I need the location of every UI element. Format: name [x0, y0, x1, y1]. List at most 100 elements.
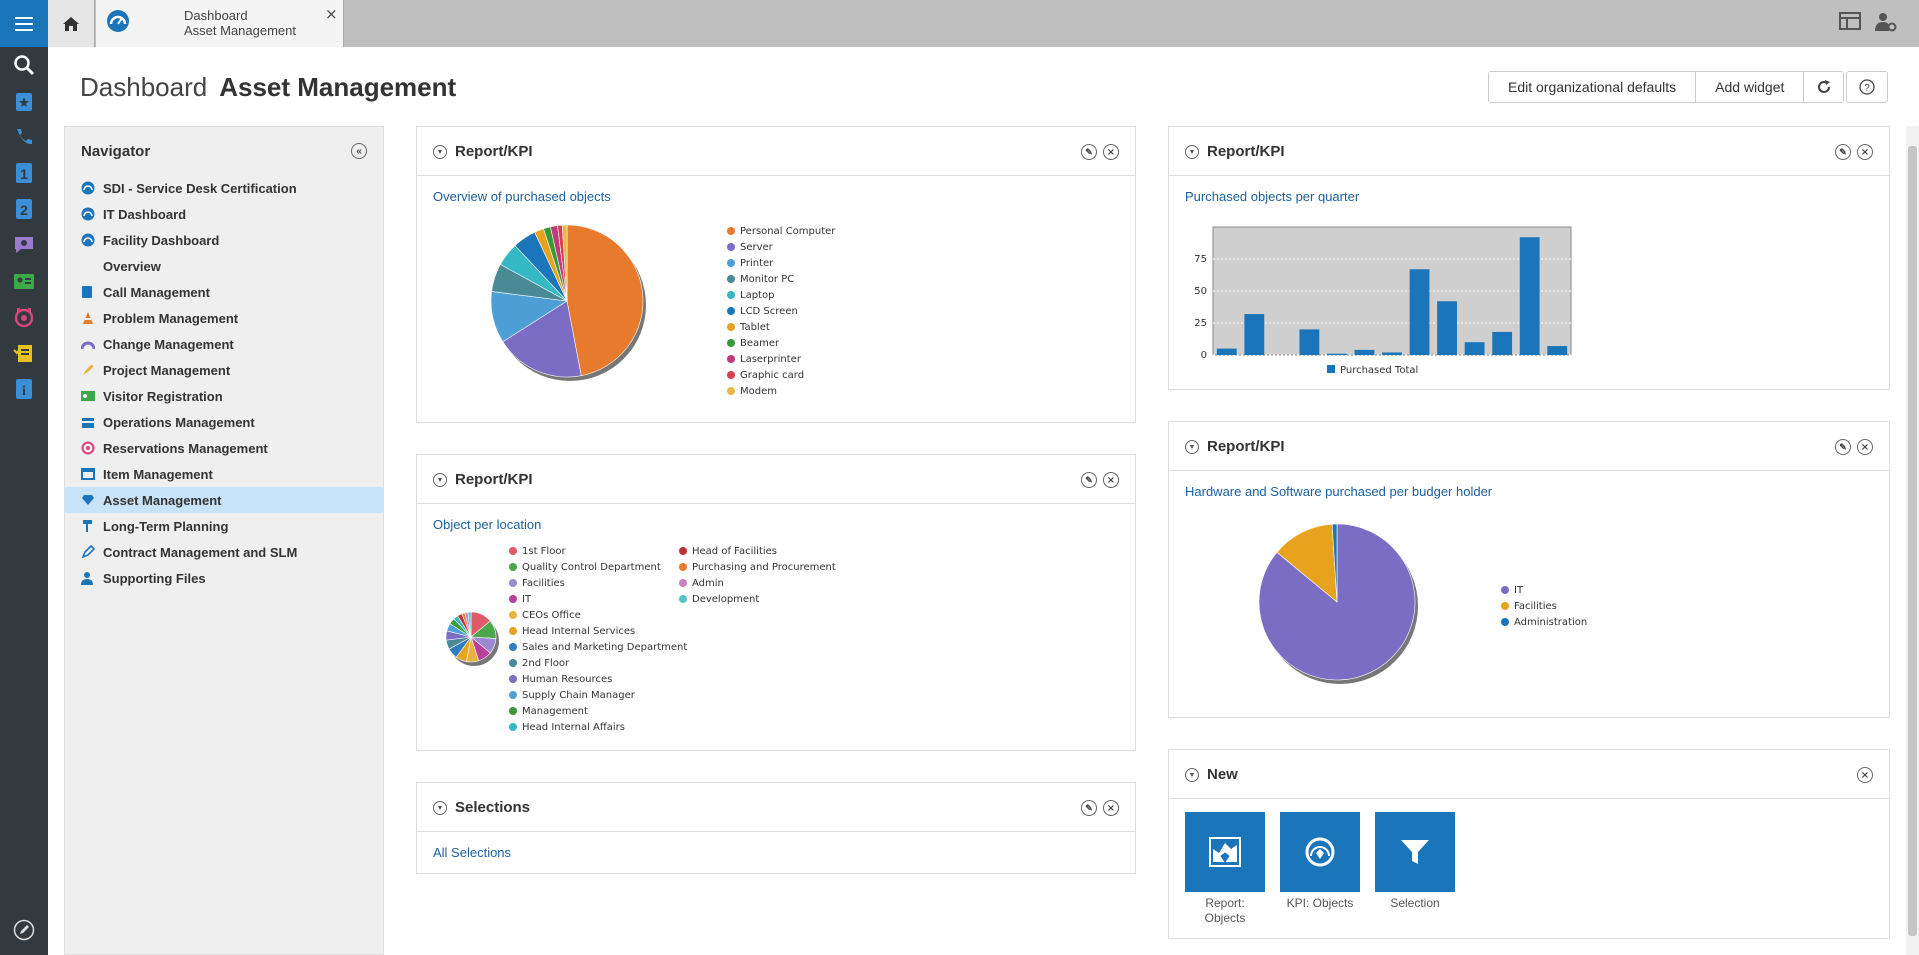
close-widget-icon[interactable]: ×	[1103, 472, 1119, 488]
info-icon[interactable]: i	[0, 371, 48, 407]
first-line-icon[interactable]: 1	[0, 155, 48, 191]
legend-label: Purchased Total	[1340, 365, 1418, 376]
edit-widget-icon[interactable]: ✎	[1835, 439, 1851, 455]
sidebar-item-asset-management[interactable]: Asset Management	[65, 487, 383, 513]
legend-label: 1st Floor	[522, 545, 566, 557]
phone-icon[interactable]	[0, 119, 48, 155]
legend-marker	[509, 563, 517, 571]
self-service-icon[interactable]	[0, 227, 48, 263]
help-button[interactable]: ?	[1846, 71, 1888, 103]
reservation-icon[interactable]	[0, 299, 48, 335]
close-widget-icon[interactable]: ×	[1857, 767, 1873, 783]
legend-label: Management	[522, 705, 588, 717]
sidebar-item-operations-management[interactable]: Operations Management	[65, 409, 383, 435]
legend-marker	[727, 387, 735, 395]
user-settings-icon[interactable]	[1875, 12, 1897, 37]
menu-icon[interactable]	[0, 0, 48, 47]
new-report-objects-tile[interactable]: Report: Objects	[1185, 812, 1265, 926]
sidebar-item-problem-management[interactable]: Problem Management	[65, 305, 383, 331]
close-widget-icon[interactable]: ×	[1103, 800, 1119, 816]
search-icon[interactable]	[0, 47, 48, 83]
legend-label: 2nd Floor	[522, 657, 570, 669]
sidebar-item-it-dashboard[interactable]: IT Dashboard	[65, 201, 383, 227]
legend-marker	[727, 275, 735, 283]
add-widget-button[interactable]: Add widget	[1696, 72, 1805, 102]
sidebar-item-call-management[interactable]: Call Management	[65, 279, 383, 305]
edit-defaults-button[interactable]: Edit organizational defaults	[1489, 72, 1697, 102]
bar-chart: 0 25 50 75 Purchased Total	[1194, 226, 1572, 376]
legend-label: CEOs Office	[522, 609, 581, 621]
second-line-icon[interactable]: 2	[0, 191, 48, 227]
legend-marker	[1501, 602, 1509, 610]
edit-widget-icon[interactable]: ✎	[1081, 144, 1097, 160]
sidebar-item-label: Contract Management and SLM	[103, 544, 298, 560]
sidebar-item-overview[interactable]: Overview	[65, 253, 383, 279]
edit-widget-icon[interactable]: ✎	[1081, 472, 1097, 488]
sidebar-item-reservations-management[interactable]: Reservations Management	[65, 435, 383, 461]
sidebar-item-label: Asset Management	[103, 492, 222, 508]
legend-marker	[509, 643, 517, 651]
sidebar-item-facility-dashboard[interactable]: Facility Dashboard	[65, 227, 383, 253]
widget-title: Report/KPI	[455, 142, 533, 160]
legend-item: Management	[509, 703, 687, 719]
legend-label: Facilities	[522, 577, 565, 589]
visitor-icon[interactable]	[0, 263, 48, 299]
collapse-widget-icon[interactable]: ▼	[433, 473, 447, 487]
collapse-widget-icon[interactable]: ▼	[1185, 768, 1199, 782]
sidebar-item-contract-management-and-slm[interactable]: Contract Management and SLM	[65, 539, 383, 565]
legend-item: Head of Facilities	[679, 543, 836, 559]
sidebar-item-item-management[interactable]: Item Management	[65, 461, 383, 487]
tab-title-line1: Dashboard	[184, 8, 248, 23]
edit-widget-icon[interactable]: ✎	[1081, 800, 1097, 816]
all-selections-link[interactable]: All Selections	[433, 845, 512, 860]
bar-6	[1354, 349, 1375, 355]
tab-close-button[interactable]: ×	[325, 5, 338, 23]
collapse-widget-icon[interactable]: ▼	[1185, 440, 1199, 454]
sidebar-item-label: Project Management	[103, 362, 231, 378]
collapse-widget-icon[interactable]: ▼	[433, 145, 447, 159]
legend-item: Beamer	[727, 335, 835, 351]
legend-item: Laserprinter	[727, 351, 835, 367]
collapse-widget-icon[interactable]: ▼	[433, 801, 447, 815]
page-title-bold: Asset Management	[219, 72, 457, 102]
legend-item: Server	[727, 239, 835, 255]
edit-widget-icon[interactable]: ✎	[1835, 144, 1851, 160]
visitor-icon	[81, 390, 103, 402]
legend-label: Sales and Marketing Department	[522, 641, 688, 653]
legend-item: Facilities	[1501, 598, 1587, 614]
sidebar-item-sdi-service-desk-certification[interactable]: SDI - Service Desk Certification	[65, 175, 383, 201]
page-scrollbar[interactable]	[1906, 126, 1919, 955]
collapse-widget-icon[interactable]: ▼	[1185, 145, 1199, 159]
sidebar-item-supporting-files[interactable]: Supporting Files	[65, 565, 383, 591]
close-widget-icon[interactable]: ×	[1857, 439, 1873, 455]
legend-item: Head Internal Affairs	[509, 719, 687, 735]
refresh-button[interactable]	[1804, 72, 1844, 102]
sidebar-item-change-management[interactable]: Change Management	[65, 331, 383, 357]
legend-item: 1st Floor	[509, 543, 687, 559]
scrollbar-thumb[interactable]	[1908, 146, 1917, 936]
legend-item: Graphic card	[727, 367, 835, 383]
tab-dashboard[interactable]: Dashboard Asset Management ×	[96, 0, 344, 47]
new-selection-tile[interactable]: Selection	[1375, 812, 1455, 926]
close-widget-icon[interactable]: ×	[1857, 144, 1873, 160]
sidebar-item-visitor-registration[interactable]: Visitor Registration	[65, 383, 383, 409]
home-icon[interactable]	[48, 0, 95, 47]
edit-icon[interactable]	[0, 919, 48, 941]
tab-title-line2: Asset Management	[184, 23, 297, 38]
sidebar-item-project-management[interactable]: Project Management	[65, 357, 383, 383]
favorites-icon[interactable]	[0, 83, 48, 119]
tasks-icon[interactable]	[0, 335, 48, 371]
legend-label: IT	[522, 593, 532, 605]
sidebar-item-long-term-planning[interactable]: Long-Term Planning	[65, 513, 383, 539]
pie-slice-server	[502, 300, 582, 378]
collapse-navigator-icon[interactable]: «	[351, 143, 367, 159]
close-widget-icon[interactable]: ×	[1103, 144, 1119, 160]
layout-icon[interactable]	[1839, 12, 1861, 37]
legend-item: Quality Control Department	[509, 559, 687, 575]
y-tick-label: 50	[1194, 286, 1207, 297]
legend-label: Beamer	[740, 337, 780, 349]
bar-9	[1437, 301, 1457, 355]
widget-selections: ▼ Selections ✎ × All Selections	[416, 782, 1136, 874]
new-kpi-objects-tile[interactable]: KPI: Objects	[1280, 812, 1360, 926]
legend-item: Supply Chain Manager	[509, 687, 687, 703]
